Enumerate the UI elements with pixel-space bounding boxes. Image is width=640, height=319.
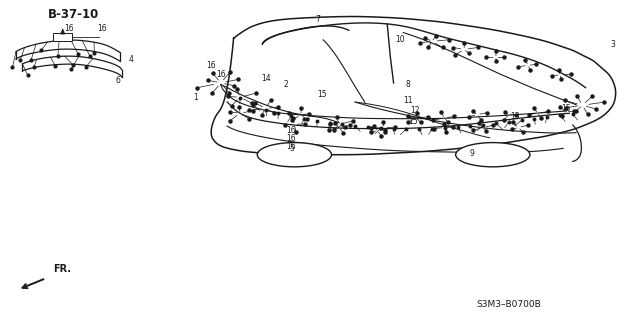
Text: B-37-10: B-37-10	[48, 8, 99, 21]
Text: 2: 2	[284, 80, 289, 89]
Text: 7: 7	[316, 15, 321, 24]
Text: 5: 5	[289, 144, 294, 153]
Text: 16: 16	[286, 142, 296, 151]
Text: S3M3–B0700B: S3M3–B0700B	[476, 300, 541, 309]
Text: 4: 4	[129, 55, 134, 63]
Text: 16: 16	[286, 134, 296, 143]
Text: 8: 8	[406, 80, 411, 89]
Text: 11: 11	[404, 96, 413, 105]
FancyBboxPatch shape	[53, 33, 72, 41]
Text: 15: 15	[317, 90, 327, 99]
Text: 16: 16	[286, 126, 296, 135]
Text: 16: 16	[64, 24, 74, 33]
Text: 16: 16	[206, 61, 216, 70]
Text: 12: 12	[410, 106, 419, 115]
Text: 16: 16	[97, 24, 108, 33]
Text: 13: 13	[510, 112, 520, 121]
Ellipse shape	[257, 143, 332, 167]
Text: 14: 14	[260, 74, 271, 83]
Ellipse shape	[456, 143, 530, 167]
Text: FR.: FR.	[53, 264, 71, 274]
Text: 3: 3	[611, 40, 616, 48]
Text: 16: 16	[216, 70, 226, 79]
Text: 15: 15	[408, 117, 418, 126]
Text: 9: 9	[470, 149, 475, 158]
Text: 10: 10	[395, 35, 405, 44]
Text: 15: 15	[561, 104, 572, 113]
Text: 6: 6	[116, 76, 121, 85]
Text: 1: 1	[193, 93, 198, 102]
